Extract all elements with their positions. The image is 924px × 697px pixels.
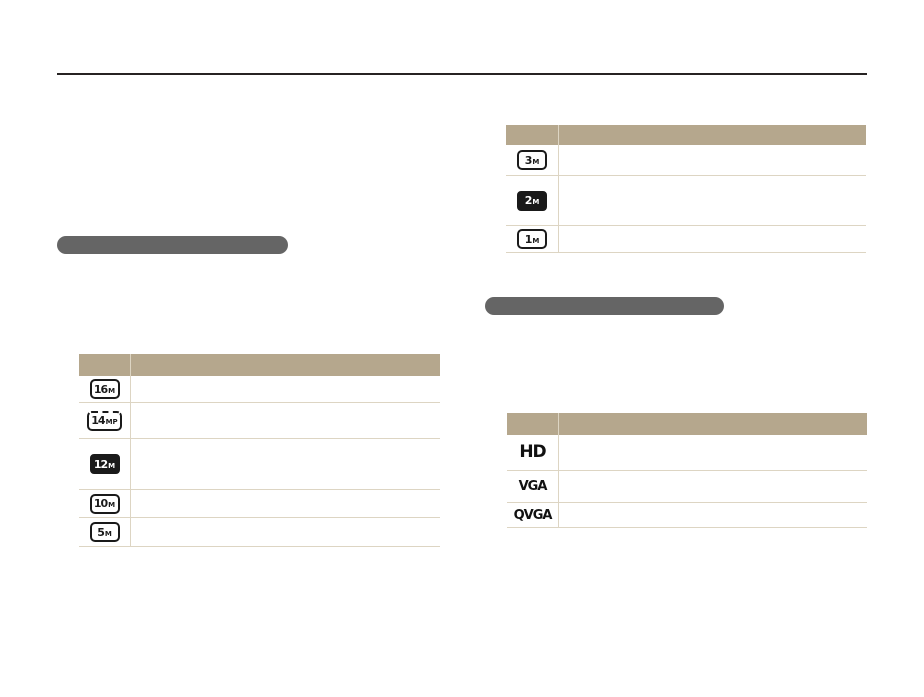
section-heading-pill-right [485, 297, 724, 315]
table-row: 12 M [79, 439, 440, 490]
page-top-rule [57, 73, 867, 75]
video-resolution-table: HD VGA QVGA [507, 413, 867, 528]
header-description-col [558, 413, 867, 435]
header-icon-col [507, 413, 558, 435]
section-heading-pill-left [57, 236, 288, 254]
table-row: 14 MP [79, 403, 440, 439]
table-row: QVGA [507, 503, 867, 528]
column-divider [558, 125, 559, 253]
table-header [506, 125, 866, 145]
table-row: 10 M [79, 490, 440, 518]
resolution-hd-icon: HD [519, 442, 546, 462]
resolution-vga-icon: VGA [518, 479, 548, 494]
header-icon-col [506, 125, 558, 145]
resolution-10m-icon: 10 M [89, 493, 120, 514]
table-row: VGA [507, 471, 867, 503]
header-description-col [558, 125, 866, 145]
column-divider [558, 413, 559, 528]
column-divider [130, 354, 131, 547]
resolution-12m-wide-icon: 12 M [89, 454, 120, 474]
resolution-16m-icon: 16 M [89, 379, 120, 399]
header-description-col [130, 354, 440, 376]
header-icon-col [79, 354, 130, 376]
table-row: 16 M [79, 376, 440, 403]
table-header [79, 354, 440, 376]
resolution-14m-icon: 14 MP [87, 410, 122, 431]
resolution-qvga-icon: QVGA [513, 507, 553, 523]
table-row: HD [507, 435, 867, 471]
table-header [507, 413, 867, 435]
